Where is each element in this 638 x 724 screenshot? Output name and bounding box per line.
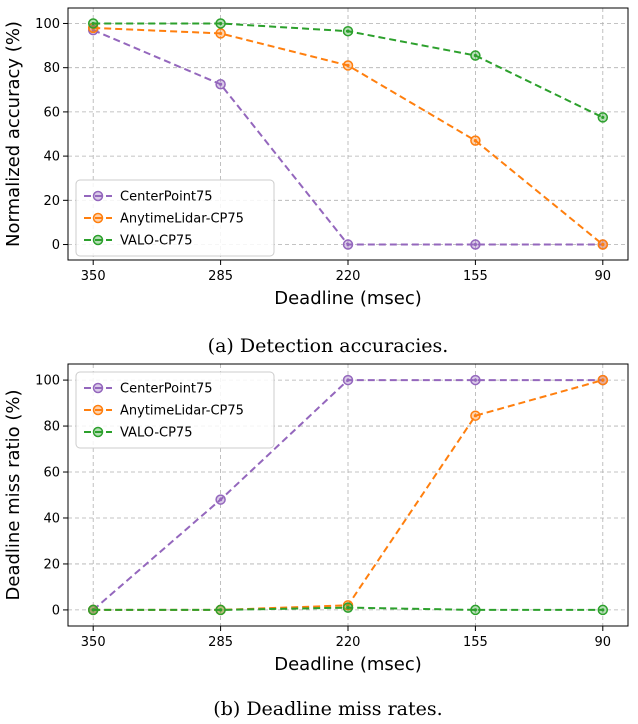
data-point-center [219,497,223,502]
y-tick-label: 60 [43,105,60,120]
x-tick-label: 90 [595,269,612,284]
x-tick-label: 155 [463,269,488,284]
y-axis-label: Normalized accuracy (%) [3,21,24,247]
legend-label: VALO-CP75 [120,234,192,249]
data-point-center [346,606,350,610]
data-point-center [473,414,477,418]
x-tick-label: 90 [595,635,612,650]
data-point-center [473,53,477,58]
x-axis-label: Deadline (msec) [274,288,422,309]
chart-accuracy: 350 285 220 155 90 0 20 40 60 80 100 Deadline (msec… [3,7,629,357]
data-point-center [473,378,477,382]
x-tick-label: 155 [463,635,488,650]
y-tick-label: 100 [35,17,60,32]
legend-box [75,371,275,449]
y-tick-label: 100 [35,374,60,389]
y-tick-label: 20 [43,557,60,572]
data-point-center [601,378,605,382]
legend: CenterPoint75 AnytimeLidar-CP75 VALO-CP75 [75,179,275,257]
x-tick-label: 350 [81,269,106,284]
data-point-center [601,608,605,612]
x-axis-label: Deadline (msec) [274,654,422,675]
data-point-center [473,139,477,143]
data-point-center [91,21,95,26]
y-tick-label: 0 [52,603,60,618]
data-point-center [219,21,223,26]
data-point-center [346,603,350,607]
data-point-center [346,378,350,382]
data-point-center [601,242,605,247]
y-tick-label: 20 [43,194,60,209]
legend-swatch-marker [92,234,104,246]
y-tick-label: 40 [43,150,60,165]
series-valo-cp75 [87,602,609,616]
legend-label: CenterPoint75 [120,382,213,397]
data-point-center [219,608,223,612]
legend-swatch-marker [92,382,104,394]
legend-box [75,179,275,257]
data-point-center [346,63,350,68]
legend-label: CenterPoint75 [120,190,213,205]
y-tick-label: 80 [43,420,60,435]
data-point-center [346,29,350,33]
data-point-center [601,115,605,120]
data-point-center [473,242,477,247]
y-tick-label: 0 [52,238,60,253]
y-tick-label: 40 [43,511,60,526]
series-valo-cp75 [87,18,609,123]
chart-deadline-miss: 350 285 220 155 90 0 20 40 60 80 100 Deadline (msec… [3,363,629,720]
legend-label: AnytimeLidar-CP75 [120,404,244,419]
data-point-center [91,608,95,612]
legend-swatch-marker [92,404,104,416]
y-tick-label: 60 [43,466,60,481]
y-axis-label: Deadline miss ratio (%) [3,390,24,601]
data-point-center [91,28,95,32]
legend-label: VALO-CP75 [120,426,192,441]
x-tick-label: 285 [208,635,233,650]
y-tick-label: 80 [43,61,60,76]
figure-caption: (a) Detection accuracies. [208,335,449,357]
legend-swatch-marker [92,190,104,202]
legend-label: AnytimeLidar-CP75 [120,212,244,227]
x-tick-label: 350 [81,635,106,650]
legend: CenterPoint75 AnytimeLidar-CP75 VALO-CP75 [75,371,275,449]
x-tick-label: 220 [336,635,361,650]
data-point-center [219,82,223,86]
legend-swatch-marker [92,212,104,224]
data-point-center [346,242,350,247]
legend-swatch-marker [92,426,104,438]
data-point-center [219,31,223,36]
figure-caption: (b) Deadline miss rates. [213,698,442,720]
x-tick-label: 220 [336,269,361,284]
x-tick-label: 285 [208,269,233,284]
data-point-center [473,608,477,612]
